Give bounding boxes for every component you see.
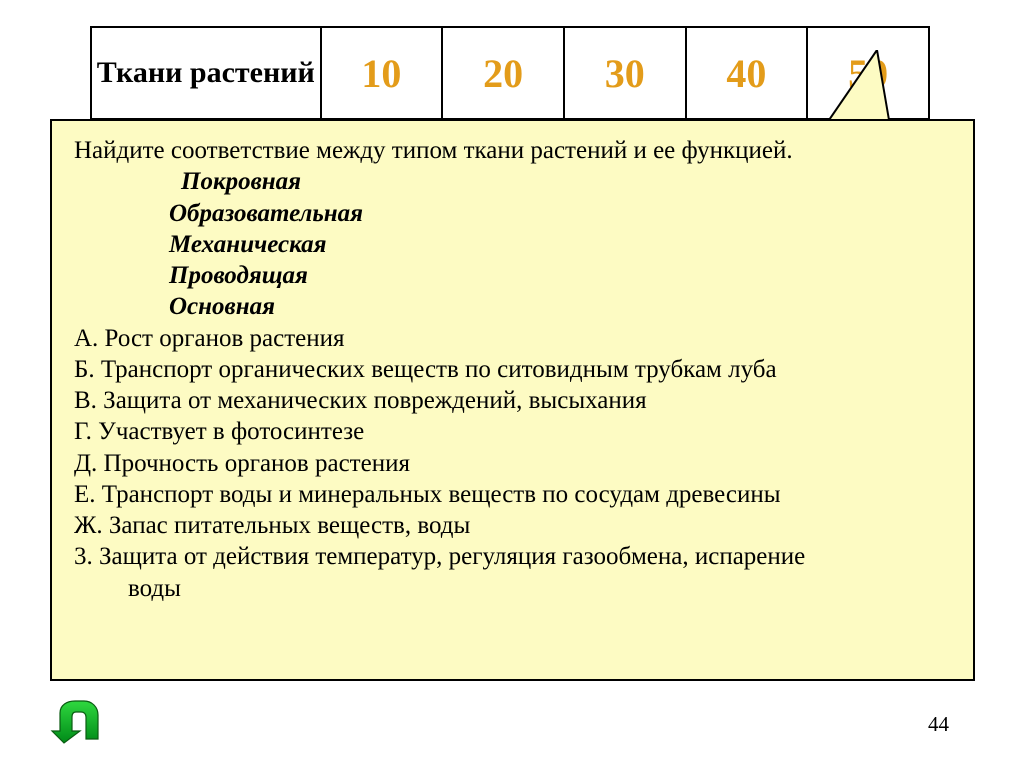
type-obrazovatelnaya: Образовательная (169, 198, 953, 229)
category-table: Ткани растений 10 20 30 40 50 (90, 26, 930, 120)
option-z-line2: воды (128, 573, 953, 604)
option-g: Г. Участвует в фотосинтезе (74, 416, 953, 447)
question-callout: Найдите соответствие между типом ткани р… (50, 119, 975, 681)
points-20[interactable]: 20 (442, 27, 564, 119)
option-zh: Ж. Запас питательных веществ, воды (74, 510, 953, 541)
question-text: Найдите соответствие между типом ткани р… (74, 135, 953, 166)
back-button[interactable] (50, 699, 100, 747)
type-pokrovnaya: Покровная (181, 166, 953, 197)
option-e: Е. Транспорт воды и минеральных веществ … (74, 479, 953, 510)
option-b: Б. Транспорт органических веществ по сит… (74, 354, 953, 385)
option-v: В. Защита от механических повреждений, в… (74, 385, 953, 416)
option-z-line1: 3. Защита от действия температур, регуля… (74, 541, 953, 572)
type-provodyashchaya: Проводящая (169, 260, 953, 291)
slide-container: Ткани растений 10 20 30 40 50 Найдите со… (0, 0, 1024, 767)
option-a: А. Рост органов растения (74, 323, 953, 354)
u-turn-arrow-icon (50, 699, 100, 747)
points-10[interactable]: 10 (321, 27, 443, 119)
points-40[interactable]: 40 (686, 27, 808, 119)
type-osnovnaya: Основная (169, 291, 953, 322)
answer-options: А. Рост органов растения Б. Транспорт ор… (74, 323, 953, 604)
points-30[interactable]: 30 (564, 27, 686, 119)
page-number: 44 (928, 712, 949, 737)
type-mekhanicheskaya: Механическая (169, 229, 953, 260)
tissue-types-list: Покровная Образовательная Механическая П… (169, 166, 953, 322)
category-label: Ткани растений (91, 27, 321, 119)
option-d: Д. Прочность органов растения (74, 448, 953, 479)
